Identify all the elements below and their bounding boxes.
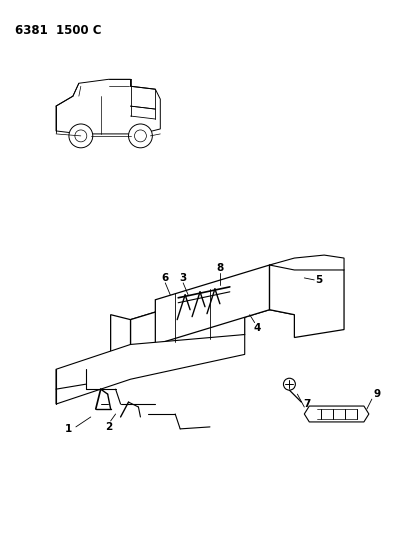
Text: 1: 1 <box>65 424 73 434</box>
Polygon shape <box>304 406 369 422</box>
Polygon shape <box>270 255 344 270</box>
Circle shape <box>69 124 93 148</box>
Circle shape <box>284 378 295 390</box>
Polygon shape <box>270 265 295 314</box>
Text: 4: 4 <box>254 322 261 333</box>
Text: 9: 9 <box>373 389 380 399</box>
Text: 2: 2 <box>105 422 112 432</box>
Polygon shape <box>131 285 270 344</box>
Text: 5: 5 <box>315 275 323 285</box>
Text: 6381  1500 C: 6381 1500 C <box>15 23 102 37</box>
Polygon shape <box>155 265 270 344</box>
Text: 8: 8 <box>216 263 224 273</box>
Polygon shape <box>56 335 245 404</box>
Text: 6: 6 <box>162 273 169 283</box>
Polygon shape <box>270 258 344 337</box>
Text: 3: 3 <box>180 273 187 283</box>
Polygon shape <box>56 79 160 134</box>
Polygon shape <box>131 285 245 369</box>
Circle shape <box>129 124 152 148</box>
Text: 7: 7 <box>304 399 311 409</box>
Polygon shape <box>111 314 131 369</box>
